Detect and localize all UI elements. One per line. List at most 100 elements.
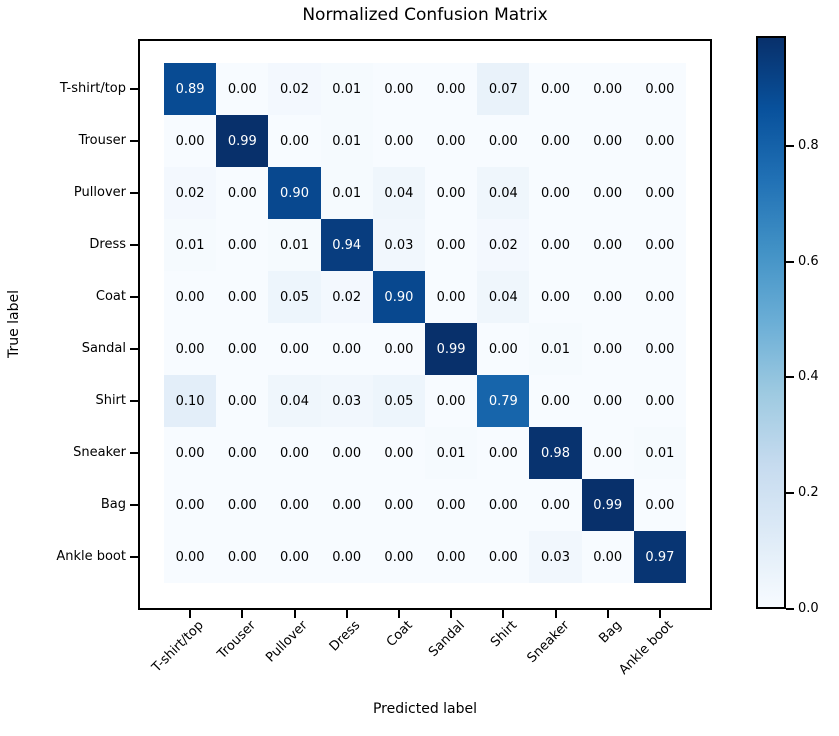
matrix-cell: 0.00 bbox=[372, 323, 425, 375]
matrix-cell: 0.00 bbox=[425, 115, 478, 167]
matrix-cell: 0.00 bbox=[581, 531, 634, 583]
matrix-cell: 0.00 bbox=[477, 323, 530, 375]
matrix-cell: 0.00 bbox=[216, 167, 269, 219]
x-tick-label: Sandal bbox=[425, 618, 468, 660]
matrix-cell: 0.99 bbox=[581, 479, 634, 531]
x-tick-mark bbox=[397, 610, 400, 618]
heatmap-grid: 0.89 0.00 0.02 0.01 0.00 0.00 0.07 0.00 0.00 0.00… bbox=[164, 63, 686, 583]
y-tick-label: Sneaker bbox=[73, 445, 126, 460]
matrix-cell: 0.00 bbox=[581, 323, 634, 375]
matrix-cell: 0.00 bbox=[581, 375, 634, 427]
colorbar-tick-mark bbox=[786, 144, 794, 147]
matrix-cell: 0.00 bbox=[425, 167, 478, 219]
y-tick-mark bbox=[130, 244, 138, 246]
matrix-cell: 0.00 bbox=[633, 219, 686, 271]
matrix-cell: 0.00 bbox=[320, 427, 373, 479]
y-tick-mark bbox=[130, 400, 138, 402]
matrix-cell: 0.98 bbox=[529, 427, 582, 479]
matrix-cell: 0.01 bbox=[320, 63, 373, 115]
matrix-cell: 0.01 bbox=[268, 219, 321, 271]
colorbar bbox=[756, 36, 786, 609]
y-tick-mark bbox=[130, 348, 138, 350]
matrix-cell: 0.00 bbox=[425, 375, 478, 427]
matrix-cell: 0.05 bbox=[268, 271, 321, 323]
matrix-cell: 0.00 bbox=[529, 219, 582, 271]
y-tick-label: Sandal bbox=[81, 341, 126, 356]
matrix-cell: 0.00 bbox=[529, 63, 582, 115]
x-tick-mark bbox=[241, 610, 244, 618]
y-tick-mark bbox=[130, 452, 138, 454]
matrix-cell: 0.00 bbox=[529, 167, 582, 219]
x-tick-mark bbox=[502, 610, 505, 618]
matrix-cell: 0.00 bbox=[320, 323, 373, 375]
x-axis-title: Predicted label bbox=[372, 701, 478, 717]
matrix-cell: 0.94 bbox=[320, 219, 373, 271]
chart-title: Normalized Confusion Matrix bbox=[302, 5, 548, 25]
colorbar-tick-mark bbox=[786, 608, 794, 610]
x-tick-label: Coat bbox=[383, 618, 416, 650]
matrix-cell: 0.00 bbox=[164, 271, 217, 323]
colorbar-tick-label: 0.0 bbox=[798, 601, 819, 616]
matrix-cell: 0.00 bbox=[216, 271, 269, 323]
matrix-cell: 0.00 bbox=[581, 63, 634, 115]
matrix-cell: 0.99 bbox=[425, 323, 478, 375]
x-tick-label: Dress bbox=[326, 618, 364, 655]
colorbar-tick-label: 0.4 bbox=[798, 369, 819, 385]
matrix-cell: 0.02 bbox=[164, 167, 217, 219]
matrix-cell: 0.00 bbox=[529, 271, 582, 323]
matrix-cell: 0.00 bbox=[477, 479, 530, 531]
matrix-cell: 0.00 bbox=[581, 115, 634, 167]
x-tick-label: Ankle boot bbox=[616, 618, 677, 678]
matrix-cell: 0.90 bbox=[268, 167, 321, 219]
x-tick-mark bbox=[450, 610, 453, 618]
matrix-cell: 0.97 bbox=[633, 531, 686, 583]
x-tick-mark bbox=[554, 610, 557, 618]
matrix-cell: 0.01 bbox=[529, 323, 582, 375]
matrix-cell: 0.00 bbox=[581, 271, 634, 323]
matrix-cell: 0.00 bbox=[372, 427, 425, 479]
x-tick-mark bbox=[293, 610, 296, 618]
matrix-cell: 0.00 bbox=[320, 479, 373, 531]
matrix-cell: 0.04 bbox=[477, 167, 530, 219]
matrix-cell: 0.00 bbox=[320, 531, 373, 583]
matrix-cell: 0.00 bbox=[425, 531, 478, 583]
matrix-cell: 0.01 bbox=[320, 167, 373, 219]
matrix-cell: 0.03 bbox=[372, 219, 425, 271]
x-tick-label: Sneaker bbox=[524, 618, 573, 666]
matrix-cell: 0.00 bbox=[425, 63, 478, 115]
matrix-cell: 0.00 bbox=[529, 479, 582, 531]
matrix-cell: 0.00 bbox=[268, 479, 321, 531]
matrix-cell: 0.00 bbox=[164, 427, 217, 479]
matrix-cell: 0.00 bbox=[164, 115, 217, 167]
matrix-cell: 0.00 bbox=[372, 115, 425, 167]
colorbar-tick-mark bbox=[786, 376, 794, 379]
matrix-cell: 0.00 bbox=[372, 63, 425, 115]
y-tick-label: Pullover bbox=[73, 185, 126, 200]
y-tick-mark bbox=[130, 140, 138, 142]
y-axis-title: True label bbox=[6, 289, 22, 359]
matrix-cell: 0.00 bbox=[633, 167, 686, 219]
x-tick-mark bbox=[189, 610, 192, 618]
matrix-cell: 0.00 bbox=[633, 115, 686, 167]
matrix-cell: 0.00 bbox=[425, 271, 478, 323]
matrix-cell: 0.00 bbox=[216, 479, 269, 531]
y-tick-mark bbox=[130, 296, 138, 298]
matrix-cell: 0.00 bbox=[216, 219, 269, 271]
matrix-cell: 0.00 bbox=[164, 531, 217, 583]
y-tick-mark bbox=[130, 504, 138, 506]
x-tick-mark bbox=[345, 610, 348, 618]
x-tick-mark bbox=[606, 610, 609, 618]
matrix-cell: 0.00 bbox=[164, 479, 217, 531]
matrix-cell: 0.01 bbox=[320, 115, 373, 167]
y-tick-mark bbox=[130, 88, 138, 90]
matrix-cell: 0.02 bbox=[320, 271, 373, 323]
matrix-cell: 0.00 bbox=[425, 219, 478, 271]
matrix-cell: 0.01 bbox=[425, 427, 478, 479]
matrix-cell: 0.07 bbox=[477, 63, 530, 115]
matrix-cell: 0.00 bbox=[581, 167, 634, 219]
matrix-cell: 0.00 bbox=[633, 323, 686, 375]
x-tick-label: Pullover bbox=[263, 618, 312, 666]
matrix-cell: 0.00 bbox=[216, 63, 269, 115]
y-tick-label: Trouser bbox=[78, 133, 126, 148]
